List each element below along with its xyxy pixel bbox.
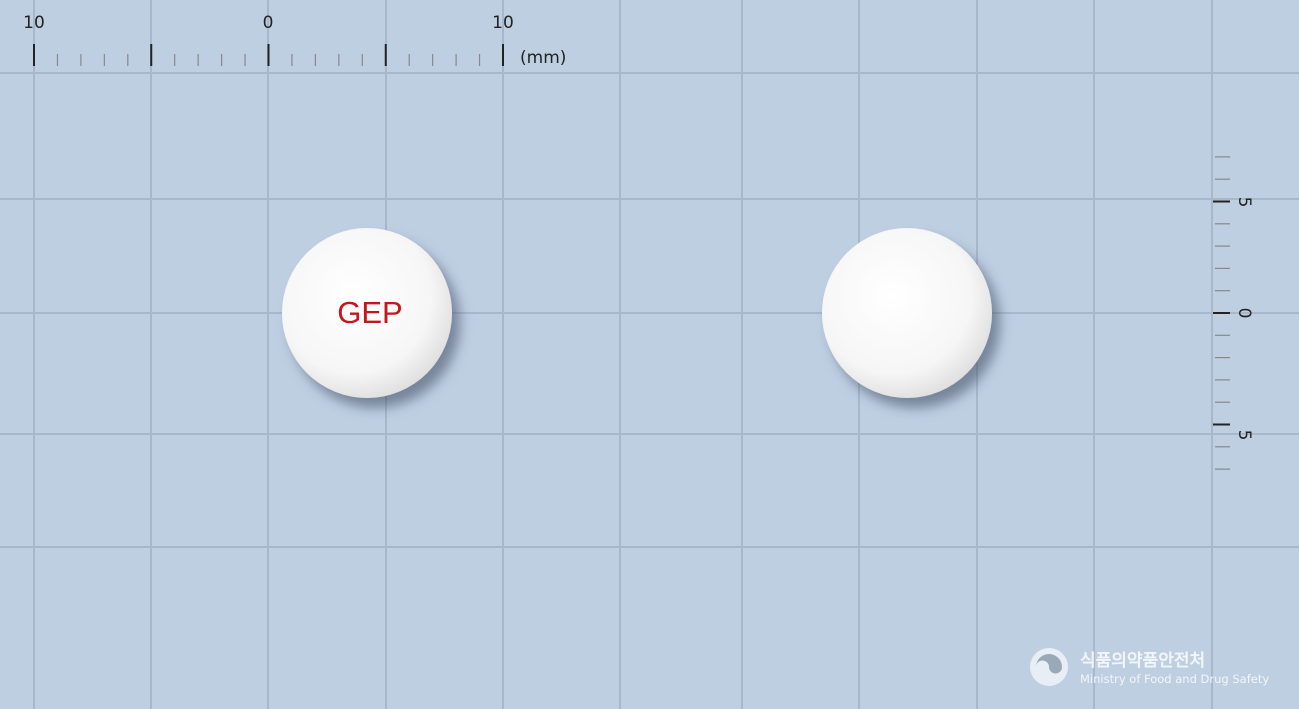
tablet-front bbox=[282, 228, 452, 398]
ruler-ticks bbox=[33, 44, 1230, 470]
ruler-label: 0 bbox=[1234, 308, 1254, 319]
ruler-label: 10 bbox=[23, 13, 45, 33]
logo-emblem-swirl bbox=[1036, 654, 1062, 674]
logo-name-en: Ministry of Food and Drug Safety bbox=[1080, 672, 1269, 686]
imprint: GEP bbox=[337, 295, 402, 330]
ruler-label: 5 bbox=[1234, 197, 1254, 208]
logo-name-ko: 식품의약품안전처 bbox=[1080, 650, 1205, 671]
logo: 식품의약품안전처 Ministry of Food and Drug Safet… bbox=[1030, 648, 1269, 686]
ruler-label: 5 bbox=[1234, 430, 1254, 441]
ruler-unit: (mm) bbox=[520, 48, 566, 68]
ruler-label: 10 bbox=[492, 13, 514, 33]
tablet-back bbox=[822, 228, 992, 398]
ruler-label: 0 bbox=[263, 13, 274, 33]
